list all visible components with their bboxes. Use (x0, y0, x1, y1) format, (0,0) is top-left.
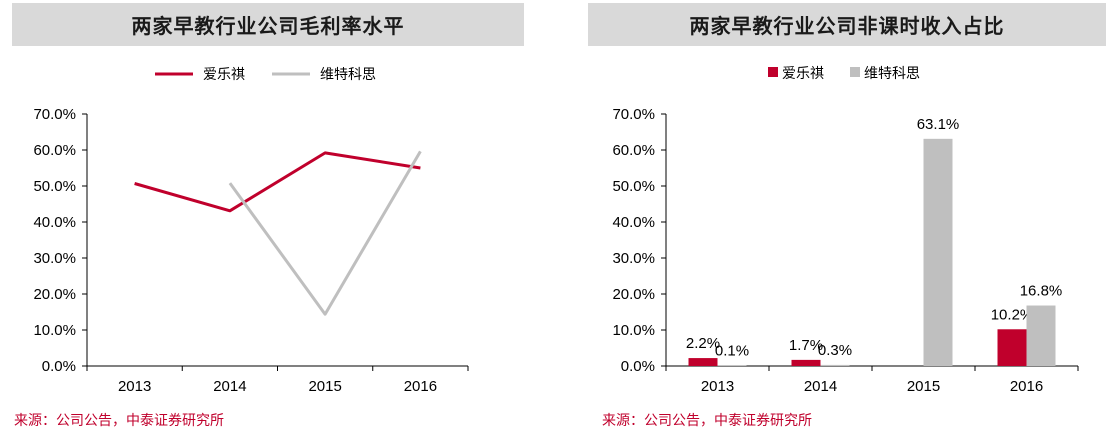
y-tick-label: 70.0% (33, 106, 76, 123)
x-tick-label: 2015 (308, 378, 341, 395)
gross-margin-panel: 两家早教行业公司毛利率水平 0.0% 10.0% 20.0% 30.0% 40.0% 50… (0, 0, 540, 436)
x-tick-label: 2013 (118, 378, 151, 395)
y-tick-label: 0.0% (621, 358, 655, 375)
legend-swatch (768, 67, 778, 77)
series-line (134, 151, 421, 213)
series-line (228, 150, 422, 316)
x-tick-label: 2016 (1010, 378, 1043, 395)
bar (688, 358, 718, 366)
legend-label: 爱乐祺 (203, 66, 245, 82)
non-class-revenue-panel: 两家早教行业公司非课时收入占比 0.0% 10.0% 20.0% 30.0% 40.0%… (582, 0, 1113, 436)
legend-label: 维特科思 (320, 66, 376, 82)
data-label: 2.2% (686, 335, 720, 352)
x-tick-label: 2013 (701, 378, 734, 395)
gross-margin-line-chart: 0.0% 10.0% 20.0% 30.0% 40.0% 50.0% 60.0% 70.0% 2… (33, 66, 469, 395)
chart-title: 两家早教行业公司非课时收入占比 (588, 3, 1106, 46)
y-tick-label: 40.0% (612, 214, 655, 231)
data-label: 10.2% (991, 306, 1034, 323)
bar (820, 364, 850, 366)
y-tick-label: 20.0% (612, 286, 655, 303)
source-note: 来源：公司公告，中泰证券研究所 (14, 413, 224, 429)
legend-swatch (850, 67, 860, 77)
data-label: 0.3% (818, 342, 852, 359)
y-tick-label: 10.0% (33, 322, 76, 339)
chart-title: 两家早教行业公司毛利率水平 (12, 3, 524, 46)
non-class-revenue-bar-chart: 0.0% 10.0% 20.0% 30.0% 40.0% 50.0% 60.0% 70.0% 2… (612, 65, 1079, 395)
y-tick-label: 70.0% (612, 106, 655, 123)
y-tick-label: 0.0% (42, 358, 76, 375)
y-tick-label: 20.0% (33, 286, 76, 303)
x-tick-label: 2014 (213, 378, 246, 395)
data-label: 1.7% (789, 337, 823, 354)
data-label: 16.8% (1020, 283, 1063, 300)
bar (1026, 305, 1056, 366)
data-label: 63.1% (917, 116, 960, 133)
y-tick-label: 30.0% (33, 250, 76, 267)
y-tick-label: 60.0% (33, 142, 76, 159)
y-tick-label: 60.0% (612, 142, 655, 159)
y-tick-label: 50.0% (612, 178, 655, 195)
y-tick-label: 50.0% (33, 178, 76, 195)
x-tick-label: 2014 (804, 378, 837, 395)
y-tick-label: 30.0% (612, 250, 655, 267)
source-note: 来源：公司公告，中泰证券研究所 (602, 413, 812, 429)
bar (791, 359, 821, 366)
y-tick-label: 40.0% (33, 214, 76, 231)
bar (923, 138, 953, 366)
x-tick-label: 2016 (404, 378, 437, 395)
x-tick-label: 2015 (907, 378, 940, 395)
legend-label: 维特科思 (864, 65, 920, 81)
bar (997, 329, 1027, 366)
legend-label: 爱乐祺 (782, 65, 824, 81)
data-label: 0.1% (715, 343, 749, 360)
y-tick-label: 10.0% (612, 322, 655, 339)
